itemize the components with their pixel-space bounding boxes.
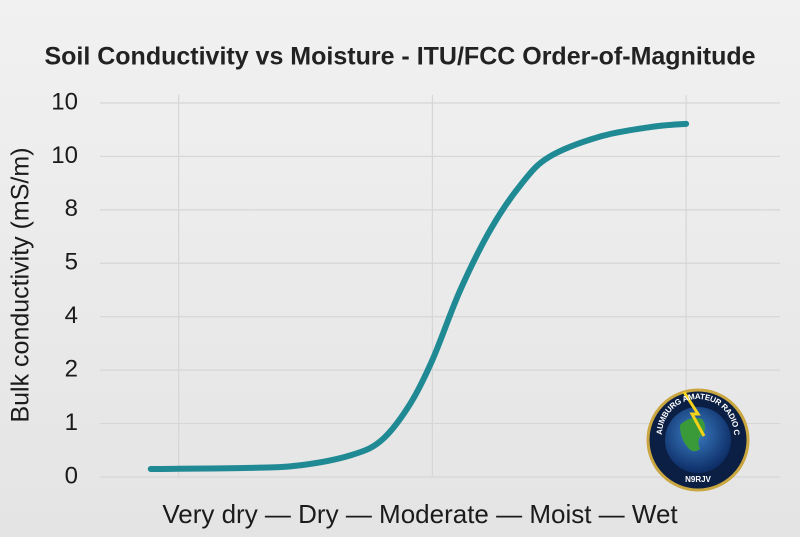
chart-title: Soil Conductivity vs Moisture - ITU/FCC … bbox=[44, 43, 755, 71]
y-tick-label: 10 bbox=[51, 142, 78, 169]
x-axis-label: Very dry — Dry — Moderate — Moist — Wet bbox=[162, 499, 678, 529]
y-tick-label: 10 bbox=[51, 88, 78, 115]
logo-callsign: N9RJV bbox=[685, 475, 711, 484]
y-tick-label: 2 bbox=[65, 355, 78, 382]
y-tick-label: 1 bbox=[65, 409, 78, 436]
y-tick-label: 5 bbox=[65, 249, 78, 276]
logo-bolt bbox=[682, 391, 706, 437]
series-line bbox=[147, 120, 690, 472]
y-axis-label: Bulk conductivity (mS/m) bbox=[7, 147, 35, 422]
y-tick-label: 8 bbox=[65, 195, 78, 222]
y-tick-label: 0 bbox=[65, 462, 78, 489]
y-tick-label: 4 bbox=[65, 302, 78, 329]
